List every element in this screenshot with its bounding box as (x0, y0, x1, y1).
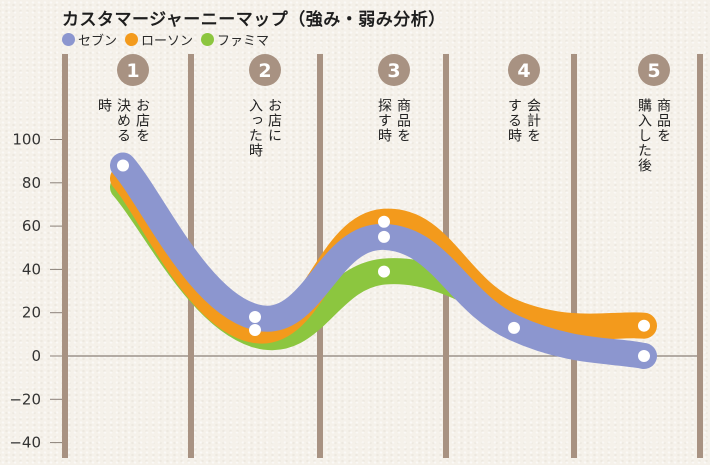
legend-swatch-lawson (125, 33, 139, 46)
y-tick-label: 100 (12, 131, 41, 149)
stage-label: お店に (266, 98, 282, 143)
stage-number: 4 (517, 60, 530, 82)
stage-divider (571, 54, 577, 458)
y-tick-label: 40 (22, 260, 41, 278)
stage-number-badge (249, 54, 281, 86)
y-tick-label: 20 (22, 304, 41, 322)
y-tick-label: 0 (31, 347, 41, 365)
stage-divider (317, 54, 323, 458)
stage-label: 会計を (525, 98, 541, 143)
y-tick-label: 60 (22, 217, 41, 235)
legend-item-lawson: ローソン (125, 30, 193, 49)
stage-number: 5 (647, 60, 660, 82)
stage-divider (62, 54, 68, 458)
legend-item-seven: セブン (62, 30, 117, 49)
data-point-lawson (378, 215, 390, 228)
y-tick-label: 80 (22, 174, 41, 192)
legend-label-seven: セブン (78, 34, 118, 49)
stage-label: 探す時 (376, 98, 392, 143)
stage-number: 3 (387, 60, 400, 82)
data-point-seven (249, 311, 261, 324)
series-line-lawson (110, 165, 657, 344)
y-tick-label: −20 (9, 390, 41, 408)
legend-label-familymart: ファミマ (217, 34, 270, 49)
data-point-seven (638, 350, 650, 362)
stage-number-badge (378, 54, 410, 86)
data-point-lawson (249, 324, 261, 337)
stage-divider (697, 54, 703, 458)
stage-number: 2 (258, 60, 271, 82)
stage-number: 1 (126, 60, 139, 82)
stage-number-badge (117, 54, 149, 86)
data-point-seven (378, 230, 390, 243)
stage-label: 決める (115, 98, 131, 143)
stage-label: 商品を (655, 98, 671, 143)
data-point-familymart (378, 265, 390, 278)
legend-item-familymart: ファミマ (201, 30, 269, 49)
stage-label: 購入した後 (636, 98, 652, 173)
stage-number-badge (638, 54, 670, 86)
stage-label: お店を (134, 98, 150, 143)
legend-swatch-familymart (201, 33, 215, 46)
stage-label: 商品を (395, 98, 411, 143)
series-line-seven (110, 152, 657, 369)
data-point-lawson (638, 319, 650, 332)
data-point-seven (508, 321, 520, 334)
legend-label-lawson: ローソン (141, 34, 194, 49)
chart-title: カスタマージャーニーマップ（強み・弱み分析） (62, 10, 446, 30)
data-point-seven (117, 159, 129, 172)
stage-label: 入った時 (247, 98, 263, 158)
stage-label: する時 (506, 98, 522, 143)
stage-label: 時 (96, 98, 112, 113)
legend: セブン ローソン ファミマ (62, 30, 269, 49)
legend-swatch-seven (62, 33, 75, 46)
stage-number-badge (508, 54, 540, 86)
y-tick-label: −40 (9, 434, 41, 452)
